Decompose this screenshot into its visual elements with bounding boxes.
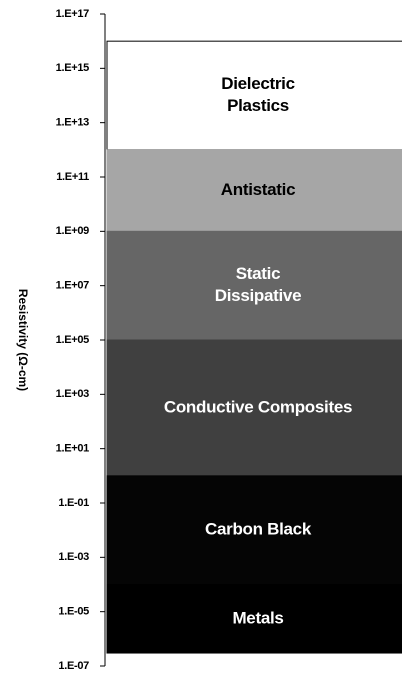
- y-tick-label: 1.E-03: [58, 551, 89, 563]
- y-tick-label: 1.E-07: [58, 660, 89, 672]
- y-tick-label: 1.E+03: [56, 388, 90, 400]
- y-tick-label: 1.E-01: [58, 497, 89, 509]
- y-tick-label: 1.E+07: [56, 280, 90, 292]
- y-tick-label: 1.E+01: [56, 443, 90, 455]
- band: [106, 339, 402, 477]
- band-label: Antistatic: [221, 180, 295, 199]
- y-axis-title: Resistivity (Ω-cm): [16, 289, 30, 391]
- band-label: Conductive Composites: [164, 397, 352, 416]
- y-tick-label: 1.E+15: [56, 62, 90, 74]
- band-label: Plastics: [227, 96, 289, 115]
- y-tick-label: 1.E+17: [56, 8, 90, 20]
- band: [106, 230, 402, 341]
- band-label: Metals: [232, 608, 283, 627]
- band-label: Dielectric: [221, 74, 295, 93]
- y-tick-label: 1.E+05: [56, 334, 90, 346]
- band: [106, 584, 402, 654]
- y-tick-label: 1.E+11: [56, 171, 89, 183]
- band: [106, 475, 402, 586]
- y-tick-label: 1.E+13: [56, 117, 90, 129]
- y-tick-label: 1.E+09: [56, 225, 90, 237]
- y-tick-label: 1.E-05: [58, 606, 89, 618]
- band-label: Static: [236, 264, 281, 283]
- band-label: Dissipative: [215, 286, 301, 305]
- band-label: Carbon Black: [205, 520, 312, 539]
- band: [106, 149, 402, 232]
- band: [106, 40, 402, 151]
